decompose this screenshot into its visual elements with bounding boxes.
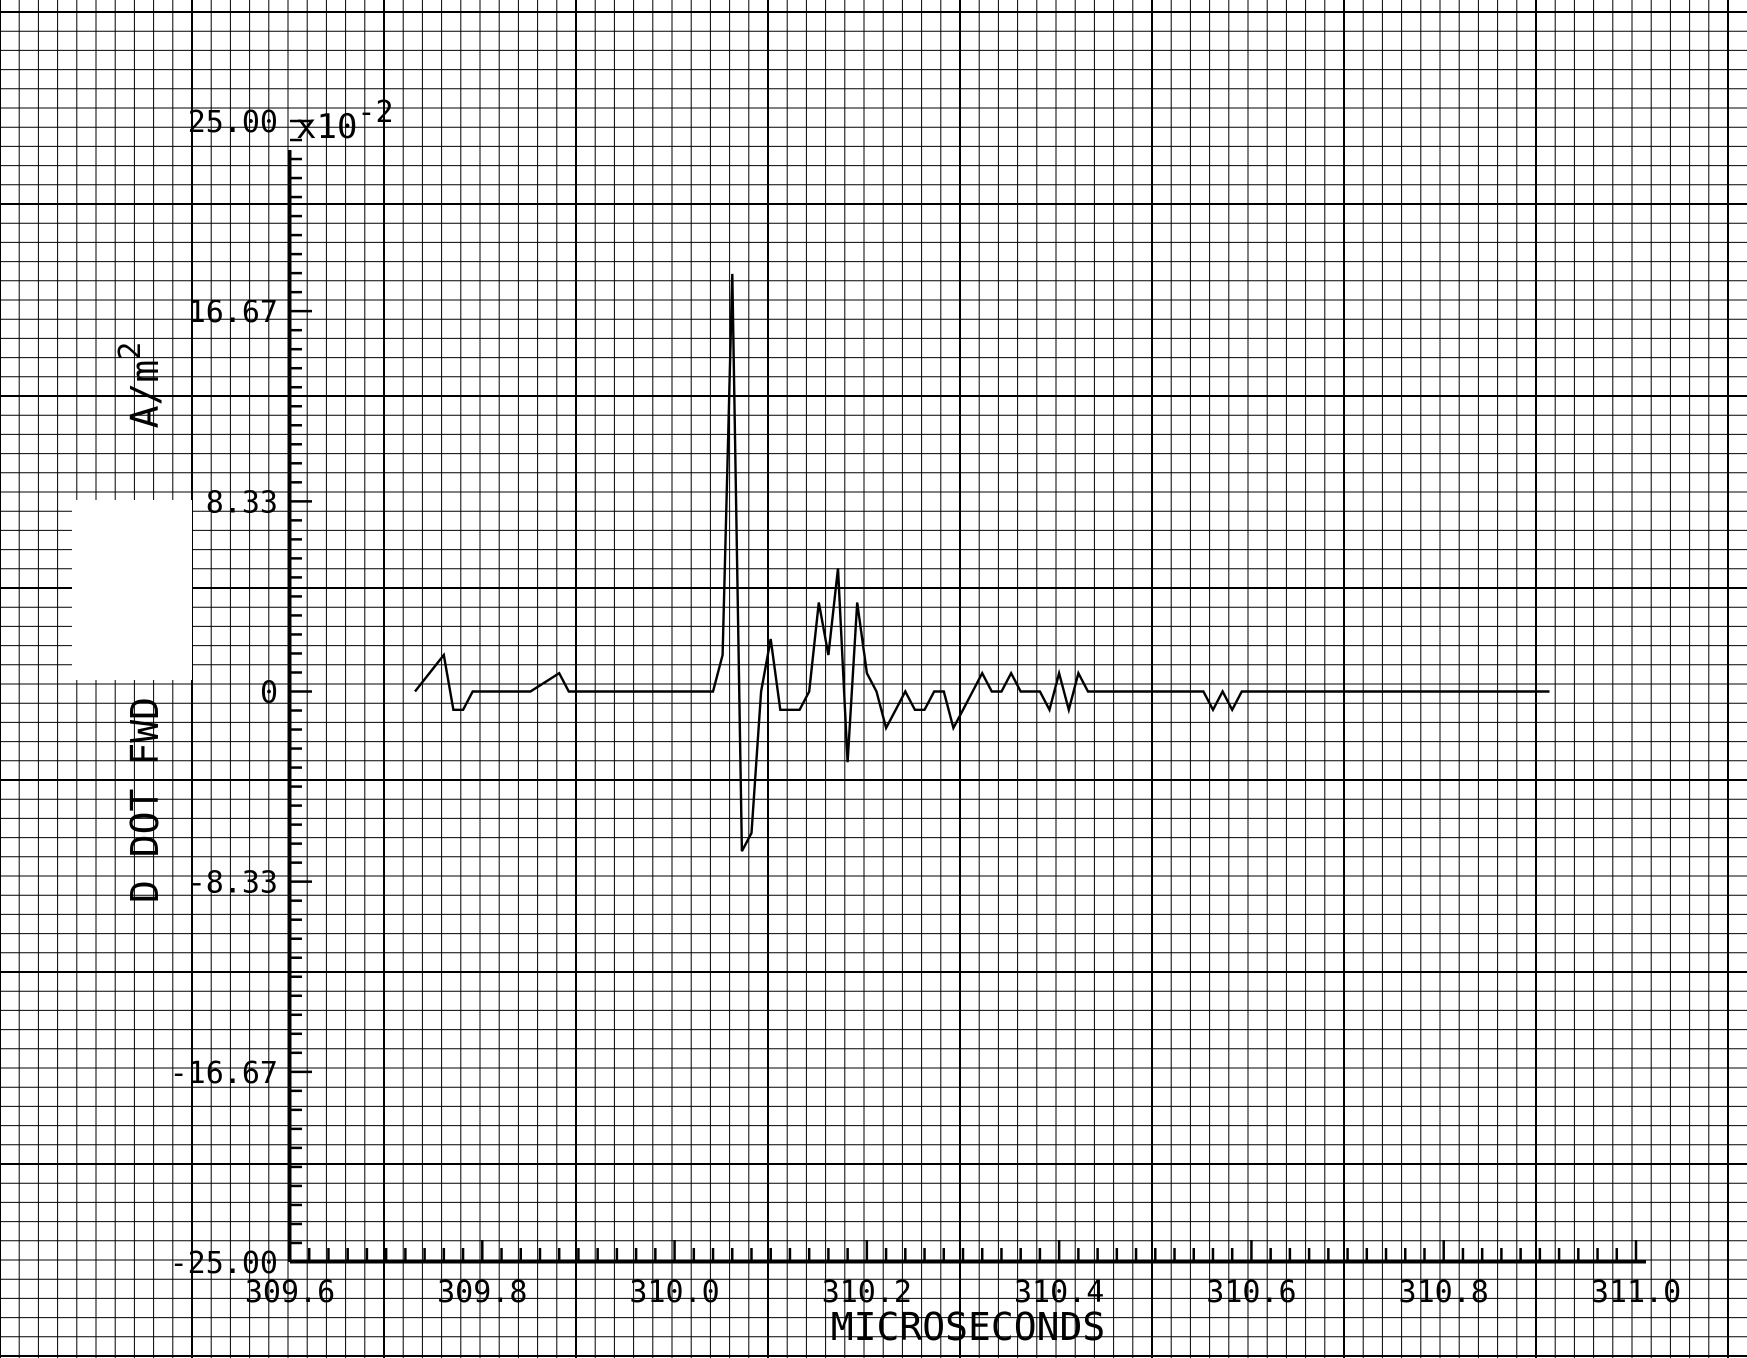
x-tick-label: 311.0 bbox=[1591, 1275, 1681, 1310]
y-tick-label: 8.33 bbox=[206, 485, 278, 520]
y-axis-label: D DOT FWD bbox=[123, 697, 167, 903]
y-tick-label: 0 bbox=[260, 676, 278, 711]
x-tick-labels: 309.6 309.8 310.0 310.2 310.4 310.6 310.8 311.0 bbox=[245, 1275, 1681, 1310]
x-tick-label: 309.8 bbox=[437, 1275, 527, 1310]
x-tick-label: 309.6 bbox=[245, 1275, 335, 1310]
x-axis-label: MICROSECONDS bbox=[831, 1305, 1106, 1349]
x-tick-label: 310.0 bbox=[629, 1275, 719, 1310]
x-tick-label: 310.4 bbox=[1014, 1275, 1104, 1310]
x-tick-label: 310.8 bbox=[1399, 1275, 1489, 1310]
y-multiplier: x10-2 bbox=[296, 95, 394, 147]
ylabel-backdrop bbox=[72, 500, 192, 680]
y-tick-label: 16.67 bbox=[188, 295, 278, 330]
y-tick-label: -16.67 bbox=[170, 1056, 278, 1091]
series-line bbox=[414, 273, 1550, 852]
x-tick-label: 310.2 bbox=[822, 1275, 912, 1310]
y-axis-unit: A/m2 bbox=[113, 342, 167, 429]
y-tick-labels: -25.00 -16.67 -8.33 0 8.33 16.67 25.00 bbox=[170, 105, 278, 1281]
y-tick-label: -8.33 bbox=[188, 866, 278, 901]
axes bbox=[288, 119, 1646, 1264]
x-tick-label: 310.6 bbox=[1206, 1275, 1296, 1310]
y-tick-label: 25.00 bbox=[188, 105, 278, 140]
y-tick-label: -25.00 bbox=[170, 1246, 278, 1281]
